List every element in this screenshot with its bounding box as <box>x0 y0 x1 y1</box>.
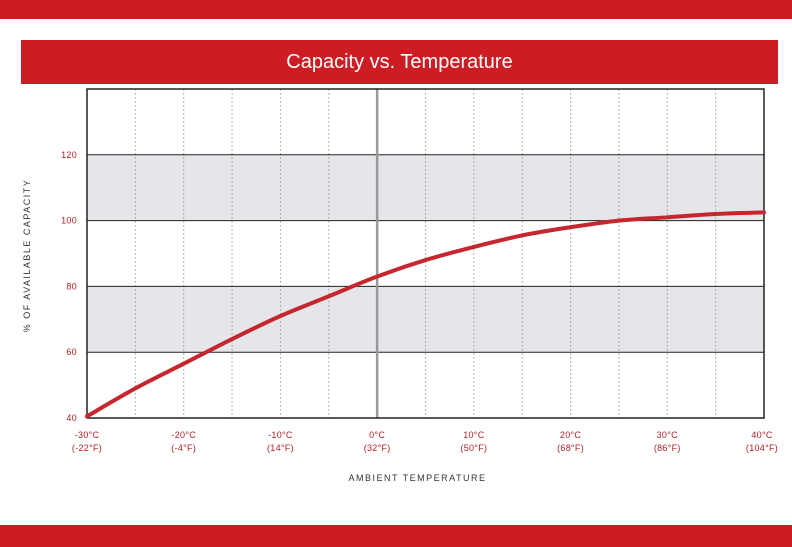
x-tick-label-fahrenheit: (86°F) <box>654 443 681 453</box>
x-tick-label-celsius: -20°C <box>171 430 196 440</box>
shaded-band <box>87 154 764 221</box>
x-tick-label-fahrenheit: (68°F) <box>557 443 584 453</box>
x-tick-label-celsius: 40°C <box>751 430 773 440</box>
x-tick-label-celsius: 30°C <box>657 430 679 440</box>
x-tick-label-fahrenheit: (32°F) <box>364 443 391 453</box>
y-tick-label: 40 <box>66 413 77 423</box>
bottom-bar <box>0 525 792 547</box>
x-tick-label-celsius: 0°C <box>369 430 385 440</box>
x-tick-label-celsius: -30°C <box>75 430 100 440</box>
capacity-curve <box>85 210 766 419</box>
top-bar <box>0 0 792 19</box>
x-tick-label-celsius: 20°C <box>560 430 582 440</box>
x-tick-label-fahrenheit: (104°F) <box>746 443 778 453</box>
x-tick-label-fahrenheit: (50°F) <box>460 443 487 453</box>
y-tick-label: 100 <box>61 216 77 226</box>
title-banner: Capacity vs. Temperature <box>21 40 778 84</box>
x-tick-label-celsius: 10°C <box>463 430 485 440</box>
y-tick-label: 60 <box>66 347 77 357</box>
y-tick-label: 120 <box>61 150 77 160</box>
y-tick-label: 80 <box>66 281 77 291</box>
x-tick-label-celsius: -10°C <box>268 430 293 440</box>
y-axis-title: % OF AVAILABLE CAPACITY <box>22 179 32 333</box>
x-tick-label-fahrenheit: (-22°F) <box>72 443 102 453</box>
chart-title: Capacity vs. Temperature <box>286 50 513 73</box>
x-axis-title: AMBIENT TEMPERATURE <box>348 473 486 483</box>
plot-area <box>86 88 765 419</box>
x-tick-label-fahrenheit: (14°F) <box>267 443 294 453</box>
x-tick-label-fahrenheit: (-4°F) <box>171 443 196 453</box>
